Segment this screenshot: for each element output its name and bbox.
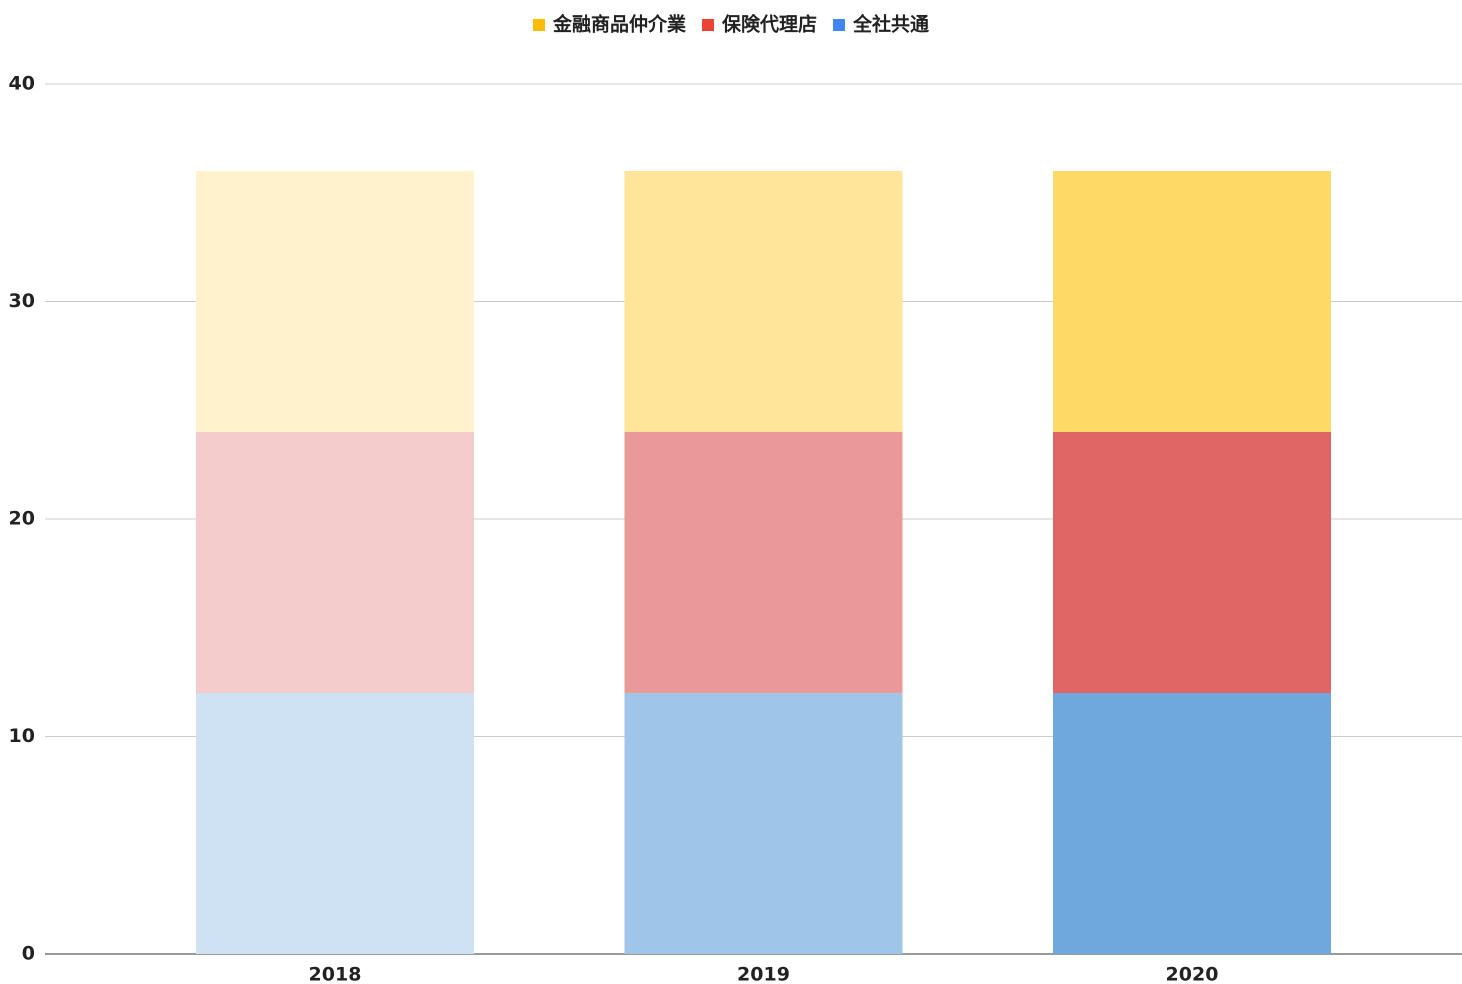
x-tick-label: 2020	[1166, 964, 1219, 984]
bar-segment	[624, 171, 903, 432]
bar-segment	[1053, 171, 1331, 432]
bar-segment	[196, 171, 474, 432]
y-tick-label: 0	[22, 943, 35, 965]
legend-label: 保険代理店	[721, 13, 817, 36]
y-tick-label: 10	[9, 725, 35, 747]
y-tick-label: 20	[9, 508, 35, 530]
bar-segment	[1053, 693, 1331, 954]
bar-segment	[196, 693, 474, 954]
x-tick-label: 2019	[737, 964, 790, 984]
bar-segment	[624, 693, 903, 954]
legend-swatch	[701, 19, 714, 31]
y-tick-label: 30	[9, 290, 35, 312]
y-tick-label: 40	[9, 73, 35, 95]
legend-label: 金融商品仲介業	[552, 13, 687, 36]
bar-segment	[624, 432, 903, 693]
bar-segment	[1053, 432, 1331, 693]
x-tick-label: 2018	[309, 964, 362, 984]
legend-swatch	[833, 19, 846, 31]
legend-swatch	[532, 19, 545, 31]
legend-label: 全社共通	[852, 13, 930, 36]
bar-segment	[196, 432, 474, 693]
